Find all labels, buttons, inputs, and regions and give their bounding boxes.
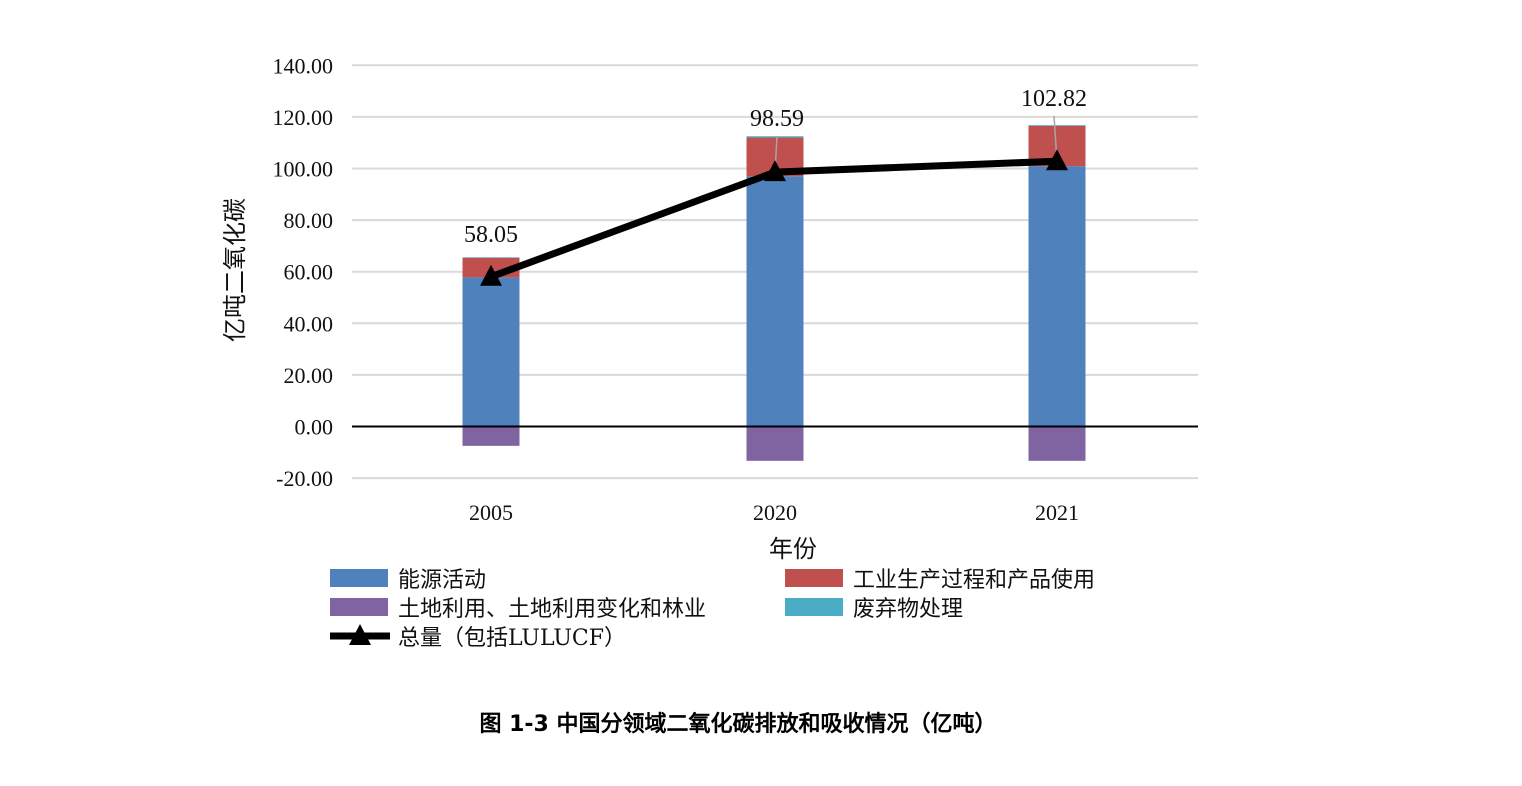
bar-2020-series-3 [746,136,804,138]
y-tick-label: -20.00 [276,466,333,491]
legend-label: 废弃物处理 [853,597,963,622]
y-axis-title: 亿吨二氧化碳 [221,198,249,342]
legend-swatch [785,569,843,587]
bar-2005-series-3 [462,257,520,258]
bar-2021-series-0 [1028,166,1086,427]
bar-2005-series-2 [462,426,520,446]
legend-swatch [330,598,388,616]
y-tick-label: 120.00 [273,105,334,130]
total-marker-triangle [480,264,502,286]
legend-swatch [330,569,388,587]
legend-label: 能源活动 [398,568,486,593]
legend-label: 总量（包括LULUCF） [398,626,626,651]
total-marker-triangle [1046,149,1068,171]
legend-label: 土地利用、土地利用变化和林业 [398,597,706,622]
x-tick-label: 2020 [753,500,797,525]
data-label: 102.82 [1021,86,1087,112]
y-tick-label: 100.00 [273,157,334,182]
y-tick-label: 140.00 [273,53,334,78]
data-label: 98.59 [750,106,804,132]
y-tick-label: 80.00 [284,208,334,233]
bar-2020-series-2 [746,426,804,461]
bar-2005-series-0 [462,277,520,427]
bar-2021-series-2 [1028,426,1086,461]
data-label: 58.05 [464,222,518,248]
legend-triangle-icon [349,624,371,645]
legend-swatch [785,598,843,616]
total-marker-triangle [764,160,786,182]
legend-label: 工业生产过程和产品使用 [853,568,1095,593]
bar-2020-series-0 [746,176,804,427]
x-tick-label: 2005 [469,500,513,525]
bar-2021-series-3 [1028,125,1086,126]
y-tick-label: 20.00 [284,363,334,388]
y-tick-label: 0.00 [295,415,334,440]
x-tick-label: 2021 [1035,500,1079,525]
y-tick-label: 40.00 [284,311,334,336]
figure-caption: 图 1-3 中国分领域二氧化碳排放和吸收情况（亿吨） [479,711,996,737]
x-axis-title: 年份 [769,535,817,563]
y-tick-label: 60.00 [284,260,334,285]
